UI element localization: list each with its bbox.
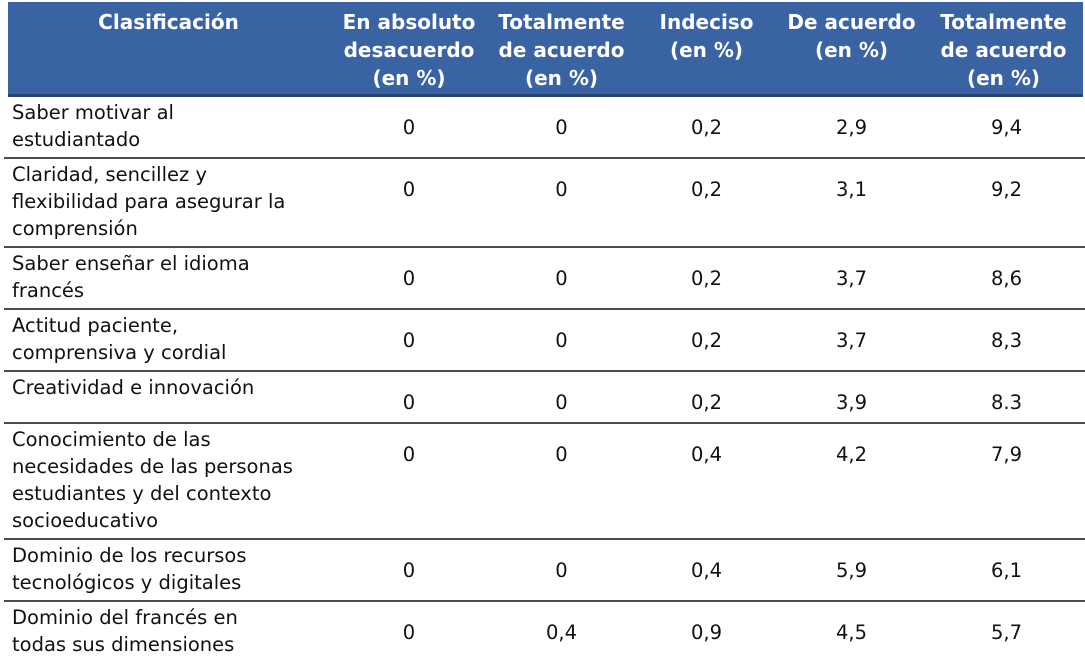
cell-value: 0,2	[634, 308, 779, 372]
cell-value: 0,2	[634, 157, 779, 248]
cell-value: 0	[329, 538, 489, 602]
cell-value: 9,2	[924, 157, 1085, 248]
column-header-4: Indeciso (en %)	[634, 2, 779, 95]
table-row: Saber enseñar el idioma francés 0 0 0,2 3,7 8…	[4, 246, 1085, 310]
table-row: Creatividad e innovación 0 0 0,2 3,9 8.3	[4, 370, 1085, 424]
cell-value: 0	[329, 157, 489, 248]
cell-value: 0,4	[634, 538, 779, 602]
cell-value: 7,9	[924, 422, 1085, 540]
row-label: Dominio de los recursos tecnológicos y d…	[4, 538, 329, 602]
cell-value: 0	[489, 157, 634, 248]
cell-value: 9,4	[924, 93, 1085, 159]
column-header-6: Totalmente de acuerdo (en %)	[924, 2, 1085, 95]
column-header-5: De acuerdo (en %)	[779, 2, 924, 95]
row-label: Saber motivar al estudiantado	[4, 93, 329, 159]
cell-value: 0	[329, 370, 489, 424]
cell-value: 6,1	[924, 538, 1085, 602]
cell-value: 0	[489, 538, 634, 602]
cell-value: 8.3	[924, 370, 1085, 424]
cell-value: 0,4	[489, 600, 634, 661]
cell-value: 3,1	[779, 157, 924, 248]
cell-value: 0	[489, 422, 634, 540]
table-row: Saber motivar al estudiantado 0 0 0,2 2,9 9,4	[4, 93, 1085, 159]
cell-value: 8,3	[924, 308, 1085, 372]
table-row: Conocimiento de las necesidades de las p…	[4, 422, 1085, 540]
cell-value: 8,6	[924, 246, 1085, 310]
cell-value: 5,9	[779, 538, 924, 602]
cell-value: 0	[329, 422, 489, 540]
cell-value: 0,2	[634, 246, 779, 310]
header-row: Clasificación En absoluto desacuerdo (en …	[0, 2, 1085, 95]
cell-value: 5,7	[924, 600, 1085, 661]
cell-value: 0,4	[634, 422, 779, 540]
cell-value: 0,2	[634, 93, 779, 159]
row-label: Creatividad e innovación	[4, 370, 329, 424]
column-header-3: Totalmente de acuerdo (en %)	[489, 2, 634, 95]
cell-value: 0	[489, 308, 634, 372]
cell-value: 0	[489, 93, 634, 159]
table-row: Actitud paciente, comprensiva y cordial 0…	[4, 308, 1085, 372]
cell-value: 3,9	[779, 370, 924, 424]
row-label: Saber enseñar el idioma francés	[4, 246, 329, 310]
cell-value: 3,7	[779, 308, 924, 372]
column-header-1: Clasificación	[0, 2, 329, 95]
cell-value: 4,5	[779, 600, 924, 661]
table-row: Dominio de los recursos tecnológicos y d…	[4, 538, 1085, 602]
cell-value: 0	[329, 600, 489, 661]
column-header-2: En absoluto desacuerdo (en %)	[329, 2, 489, 95]
cell-value: 2,9	[779, 93, 924, 159]
table-body: Saber motivar al estudiantado 0 0 0,2 2,9 9,4…	[4, 93, 1085, 661]
cell-value: 0	[329, 308, 489, 372]
table-row: Dominio del francés en todas sus dimensi…	[4, 600, 1085, 661]
row-label: Claridad, sencillez y flexibilidad para …	[4, 157, 329, 248]
table-row: Claridad, sencillez y flexibilidad para …	[4, 157, 1085, 248]
cell-value: 0	[329, 246, 489, 310]
cell-value: 0	[489, 370, 634, 424]
row-label: Dominio del francés en todas sus dimensi…	[4, 600, 329, 661]
row-label: Conocimiento de las necesidades de las p…	[4, 422, 329, 540]
row-label: Actitud paciente, comprensiva y cordial	[4, 308, 329, 372]
cell-value: 3,7	[779, 246, 924, 310]
cell-value: 0	[329, 93, 489, 159]
cell-value: 0,9	[634, 600, 779, 661]
cell-value: 0	[489, 246, 634, 310]
cell-value: 4,2	[779, 422, 924, 540]
cell-value: 0,2	[634, 370, 779, 424]
table-header: Clasificación En absoluto desacuerdo (en …	[0, 2, 1085, 95]
